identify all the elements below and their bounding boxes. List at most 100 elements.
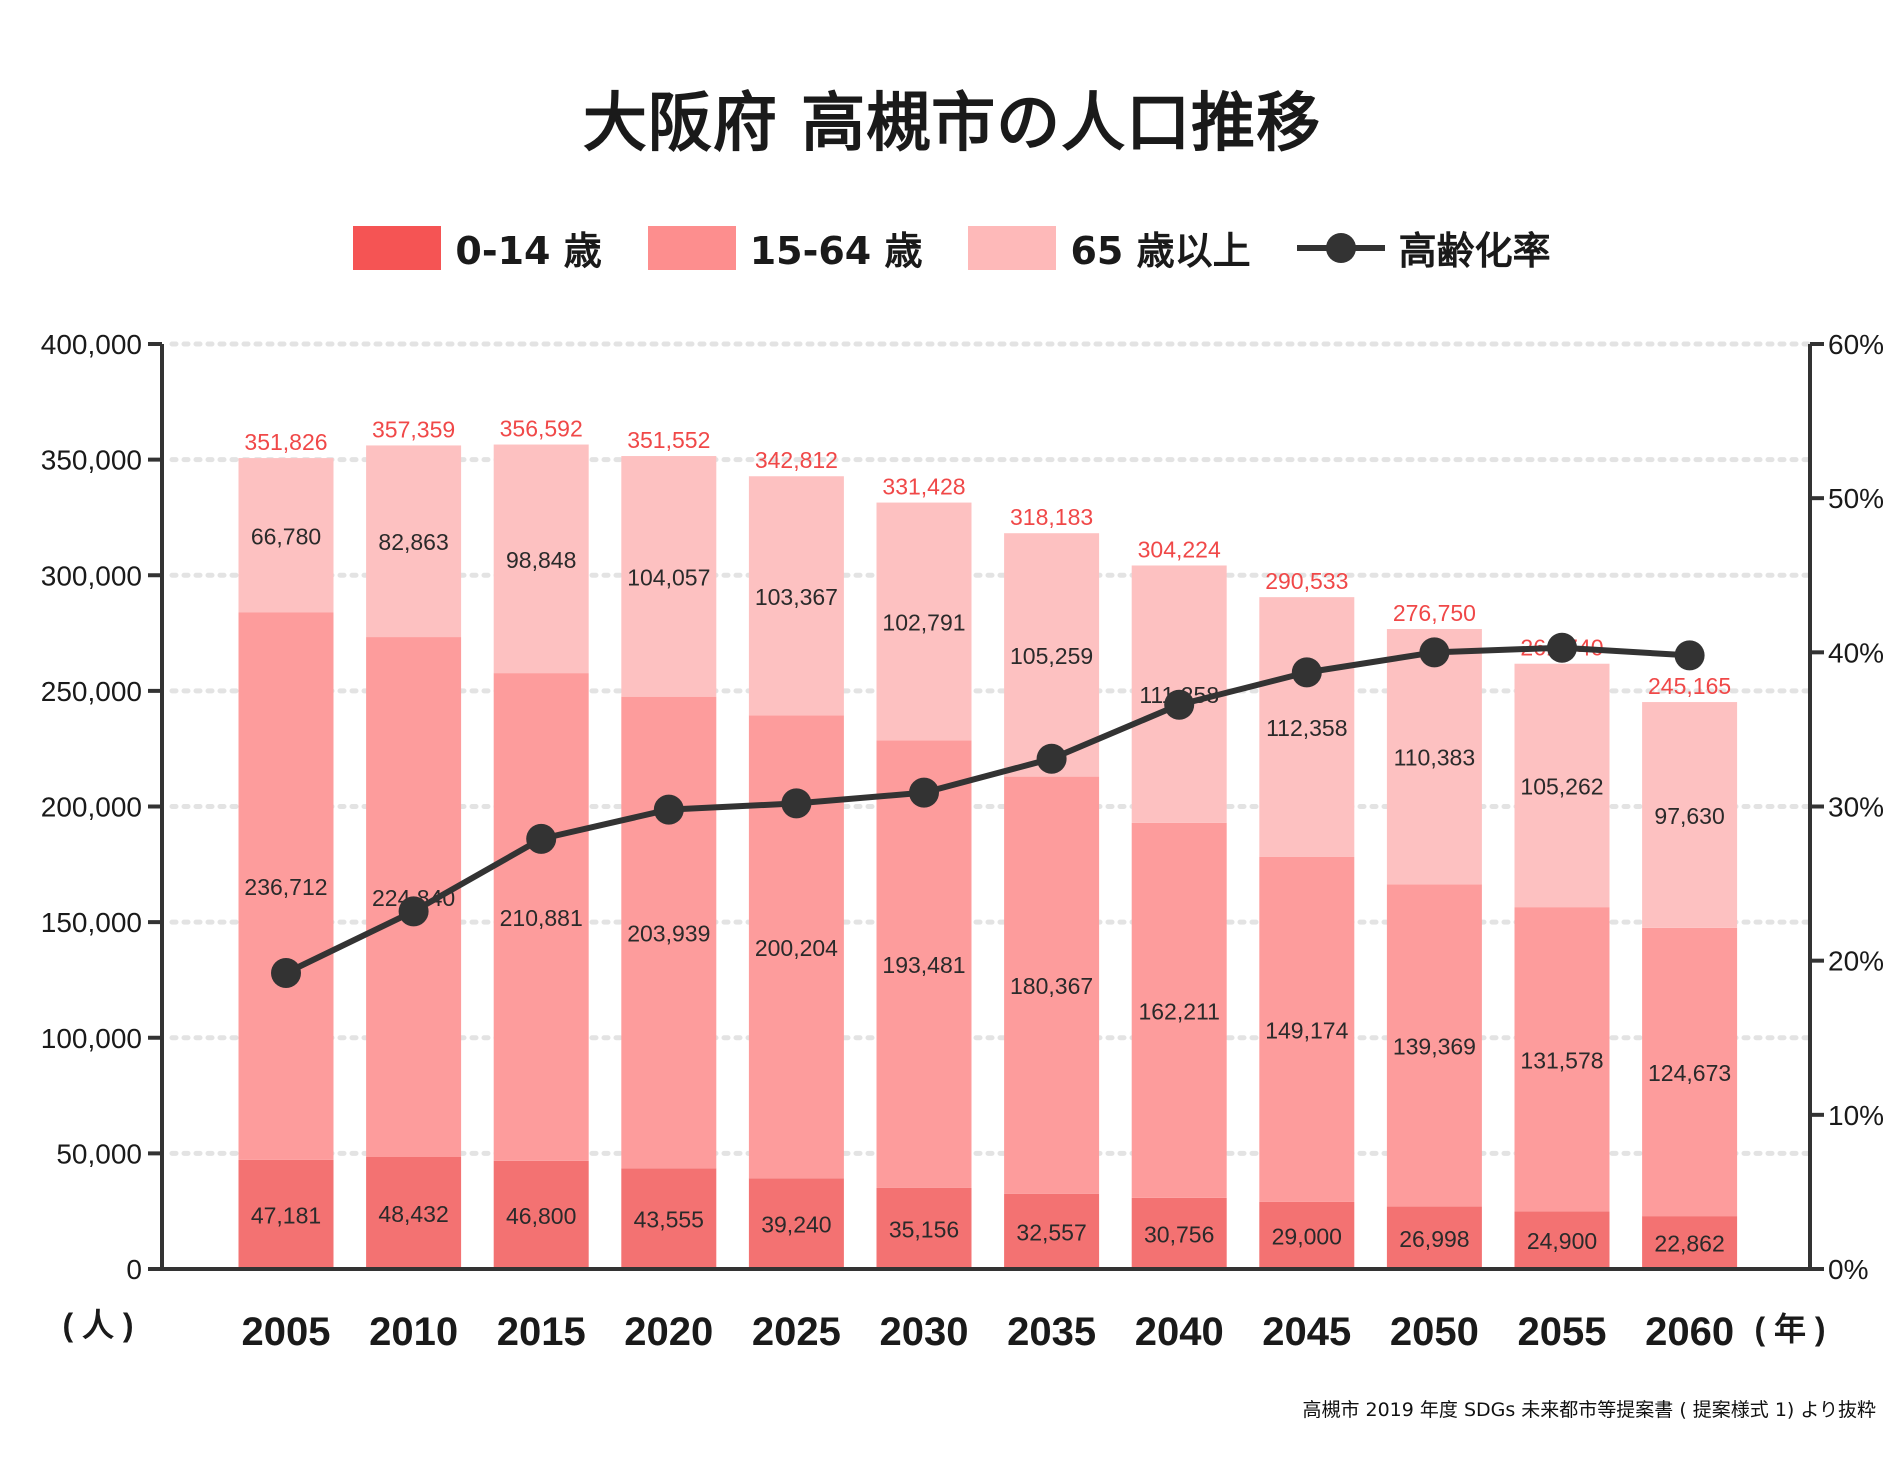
aging-rate-point — [1036, 743, 1067, 774]
y-tick-label: 50,000 — [56, 1138, 142, 1169]
bar-15-64 — [1642, 927, 1738, 1217]
bar-15-64 — [1514, 907, 1610, 1212]
bar-65plus — [1514, 663, 1610, 908]
bar-value-label: 82,863 — [378, 529, 448, 555]
bar-65plus — [1004, 533, 1100, 777]
y2-tick-label: 30% — [1828, 792, 1884, 823]
bar-0-14 — [1642, 1216, 1738, 1269]
aging-rate-point — [781, 788, 812, 819]
bar-value-label: 180,367 — [1010, 973, 1093, 999]
source-note: 高槻市 2019 年度 SDGs 未来都市等提案書 ( 提案様式 1) より抜粋 — [1302, 1399, 1876, 1421]
aging-rate-point — [271, 958, 301, 988]
y-tick-label: 350,000 — [41, 445, 142, 476]
bar-value-label: 39,240 — [761, 1212, 831, 1238]
bar-15-64 — [876, 740, 972, 1188]
aging-rate-point — [1547, 632, 1577, 663]
y2-tick-label: 0% — [1828, 1254, 1868, 1285]
bar-15-64 — [1004, 776, 1100, 1194]
bar-value-label: 24,900 — [1527, 1228, 1597, 1254]
bar-0-14 — [748, 1178, 844, 1269]
bar-total-label: 245,165 — [1648, 673, 1731, 699]
y-tick-label: 150,000 — [41, 907, 142, 938]
legend-item-65-plus: 65 歳以上 — [968, 220, 1251, 275]
y2-tick-label: 40% — [1828, 637, 1884, 668]
bar-0-14 — [1259, 1201, 1355, 1269]
legend-swatch — [647, 225, 736, 270]
bar-value-label: 22,862 — [1654, 1231, 1724, 1257]
x-tick-label: 2030 — [880, 1310, 969, 1354]
bar-value-label: 35,156 — [889, 1216, 959, 1242]
legend-item-aging-rate: 高齢化率 — [1296, 220, 1551, 275]
legend-swatch — [353, 225, 442, 270]
aging-rate-point — [526, 823, 557, 854]
legend-label: 0-14 歳 — [455, 229, 602, 273]
bar-value-label: 236,712 — [244, 874, 327, 900]
y2-tick-label: 10% — [1828, 1100, 1884, 1131]
x-tick-label: 2025 — [752, 1310, 841, 1354]
bar-total-label: 290,533 — [1265, 568, 1348, 594]
bar-65plus — [1259, 597, 1355, 857]
bar-15-64 — [1386, 884, 1482, 1207]
bar-15-64 — [1259, 856, 1355, 1202]
x-tick-label: 2020 — [624, 1310, 713, 1354]
bar-15-64 — [238, 612, 334, 1160]
y-tick-label: 300,000 — [41, 560, 142, 591]
bar-65plus — [238, 458, 334, 613]
aging-rate-point — [1291, 657, 1322, 688]
bar-65plus — [876, 502, 972, 741]
bar-value-label: 105,262 — [1520, 773, 1603, 799]
x-tick-label: 2005 — [242, 1310, 331, 1354]
bar-total-label: 331,428 — [882, 474, 965, 500]
bar-0-14 — [1386, 1206, 1482, 1269]
bar-value-label: 200,204 — [755, 935, 838, 961]
bar-value-label: 26,998 — [1399, 1226, 1469, 1252]
legend-swatch — [968, 225, 1057, 270]
bar-value-label: 97,630 — [1654, 803, 1724, 829]
bar-total-label: 351,826 — [244, 429, 327, 455]
bar-65plus — [366, 445, 462, 638]
x-tick-label: 2015 — [497, 1310, 586, 1354]
bar-total-label: 276,750 — [1393, 600, 1476, 626]
x-tick-label: 2040 — [1135, 1310, 1224, 1354]
legend-item-15-64: 15-64 歳 — [647, 220, 923, 275]
bar-value-label: 29,000 — [1272, 1223, 1342, 1249]
bar-value-label: 32,557 — [1016, 1219, 1086, 1245]
x-tick-label: 2045 — [1262, 1310, 1351, 1354]
bar-15-64 — [493, 673, 589, 1161]
bar-value-label: 203,939 — [627, 920, 710, 946]
bar-value-label: 46,800 — [506, 1203, 576, 1229]
bar-total-label: 304,224 — [1138, 536, 1221, 562]
bar-value-label: 131,578 — [1520, 1047, 1603, 1073]
legend-label: 高齢化率 — [1398, 229, 1551, 273]
bar-0-14 — [1131, 1197, 1227, 1269]
bar-value-label: 105,259 — [1010, 643, 1093, 669]
y-tick-label: 0 — [126, 1254, 142, 1285]
bar-value-label: 112,358 — [1266, 715, 1347, 741]
bar-value-label: 210,881 — [500, 905, 583, 931]
y-tick-label: 100,000 — [41, 1023, 142, 1054]
bar-value-label: 110,383 — [1394, 745, 1475, 771]
bar-total-label: 342,812 — [755, 447, 838, 473]
aging-rate-point — [1419, 637, 1450, 668]
legend-label: 15-64 歳 — [749, 229, 923, 273]
bar-value-label: 30,756 — [1144, 1221, 1214, 1247]
aging-rate-point — [1674, 640, 1705, 671]
x-tick-label: 2060 — [1645, 1310, 1734, 1354]
x-axis-unit: ( 年 ) — [1754, 1311, 1825, 1347]
y-tick-label: 400,000 — [41, 329, 142, 360]
y2-tick-label: 20% — [1828, 946, 1884, 977]
y2-tick-label: 60% — [1828, 329, 1884, 360]
bar-value-label: 104,057 — [627, 564, 710, 590]
bar-value-label: 48,432 — [378, 1201, 448, 1227]
bar-value-label: 47,181 — [251, 1202, 321, 1228]
legend-label: 65 歳以上 — [1070, 229, 1251, 273]
y2-tick-label: 50% — [1828, 483, 1884, 514]
aging-rate-line — [284, 644, 1690, 976]
bar-0-14 — [1004, 1193, 1100, 1269]
bar-0-14 — [366, 1157, 462, 1269]
bar-65plus — [493, 444, 589, 674]
bar-0-14 — [621, 1168, 717, 1269]
aging-rate-point — [1164, 689, 1195, 720]
chart-title: 大阪府 高槻市の人口推移 — [582, 87, 1322, 161]
bar-value-label: 103,367 — [755, 584, 838, 610]
